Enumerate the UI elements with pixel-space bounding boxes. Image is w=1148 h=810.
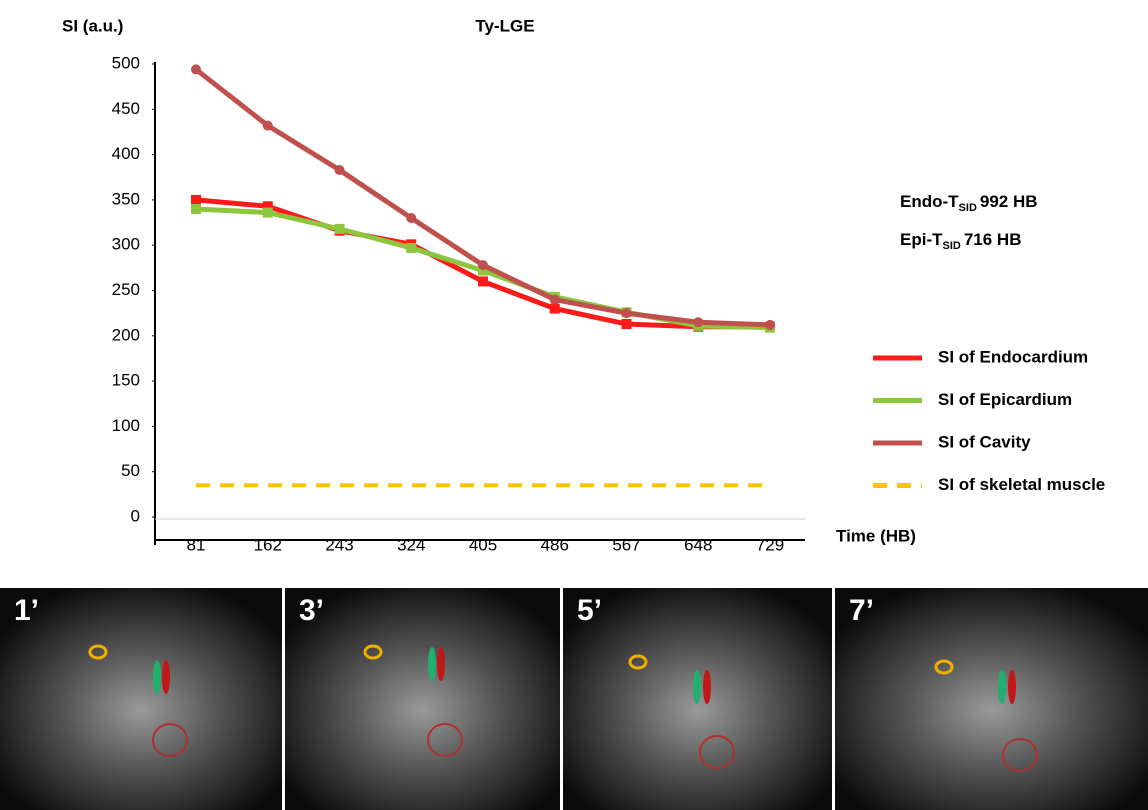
marker — [765, 320, 775, 330]
y-tick-label: 200 — [112, 325, 140, 344]
endocardium-roi — [1008, 670, 1016, 704]
y-tick-label: 0 — [131, 506, 140, 525]
legend-label: SI of Endocardium — [938, 347, 1088, 366]
x-tick-label: 729 — [756, 535, 784, 554]
y-tick-label: 50 — [121, 461, 140, 480]
marker — [191, 195, 201, 205]
endocardium-roi — [703, 670, 711, 704]
legend-label: SI of Cavity — [938, 432, 1031, 451]
x-tick-label: 405 — [469, 535, 497, 554]
marker — [478, 276, 488, 286]
marker — [263, 121, 273, 131]
x-tick-label: 486 — [541, 535, 569, 554]
x-tick-label: 243 — [325, 535, 353, 554]
y-tick-label: 100 — [112, 416, 140, 435]
marker — [693, 317, 703, 327]
y-tick-label: 250 — [112, 280, 140, 299]
panel-label: 7’ — [849, 594, 874, 627]
marker — [406, 243, 416, 253]
x-axis-label: Time (HB) — [836, 526, 916, 545]
mri-image — [285, 588, 560, 810]
endocardium-roi — [162, 660, 170, 694]
marker — [622, 308, 632, 318]
panel-label: 1’ — [14, 594, 39, 627]
marker — [335, 224, 345, 234]
marker — [622, 319, 632, 329]
y-tick-label: 350 — [112, 189, 140, 208]
chart-title: Ty-LGE — [475, 16, 534, 35]
y-tick-label: 300 — [112, 235, 140, 254]
image-panels: 1’ 3’ 5’ 7’ — [0, 588, 1148, 810]
marker — [550, 295, 560, 305]
epicardium-roi — [998, 670, 1006, 704]
marker — [335, 165, 345, 175]
mri-image — [835, 588, 1148, 810]
legend-label: SI of skeletal muscle — [938, 475, 1105, 494]
series-line — [196, 69, 770, 324]
x-tick-label: 162 — [254, 535, 282, 554]
panel-label: 3’ — [299, 594, 324, 627]
marker — [478, 260, 488, 270]
marker — [191, 64, 201, 74]
x-tick-label: 567 — [612, 535, 640, 554]
y-tick-label: 450 — [112, 99, 140, 118]
epicardium-roi — [428, 647, 436, 681]
marker — [406, 213, 416, 223]
marker — [263, 208, 273, 218]
x-tick-label: 648 — [684, 535, 712, 554]
marker — [191, 204, 201, 214]
y-tick-label: 500 — [112, 53, 140, 72]
marker — [550, 304, 560, 314]
panel-label: 5’ — [577, 594, 602, 627]
figure: SI (a.u.) Ty-LGE Time (HB) 1’ 3’ 5’ 7’ 0 50 1… — [0, 0, 1148, 810]
y-tick-label: 400 — [112, 144, 140, 163]
mri-image — [0, 588, 282, 810]
y-tick-label: 150 — [112, 371, 140, 390]
x-tick-label: 324 — [397, 535, 425, 554]
epicardium-roi — [693, 670, 701, 704]
legend-label: SI of Epicardium — [938, 390, 1072, 409]
y-axis-label: SI (a.u.) — [62, 16, 123, 35]
endocardium-roi — [437, 647, 445, 681]
epicardium-roi — [153, 660, 161, 694]
x-tick-label: 81 — [187, 535, 206, 554]
